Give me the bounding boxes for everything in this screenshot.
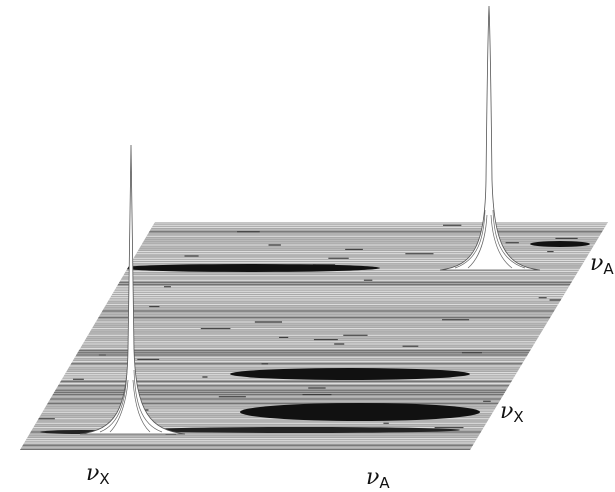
cross-peak-streaks (40, 241, 590, 434)
f2-label-x: νX (86, 461, 110, 488)
diagonal-peak-a (439, 5, 541, 271)
spectrum-plane (20, 222, 608, 450)
f1-label-x: νX (500, 399, 524, 426)
f2-label-a: νA (366, 465, 390, 492)
f1-label-a: νA (590, 251, 614, 278)
diagonal-peak-x (79, 144, 186, 435)
